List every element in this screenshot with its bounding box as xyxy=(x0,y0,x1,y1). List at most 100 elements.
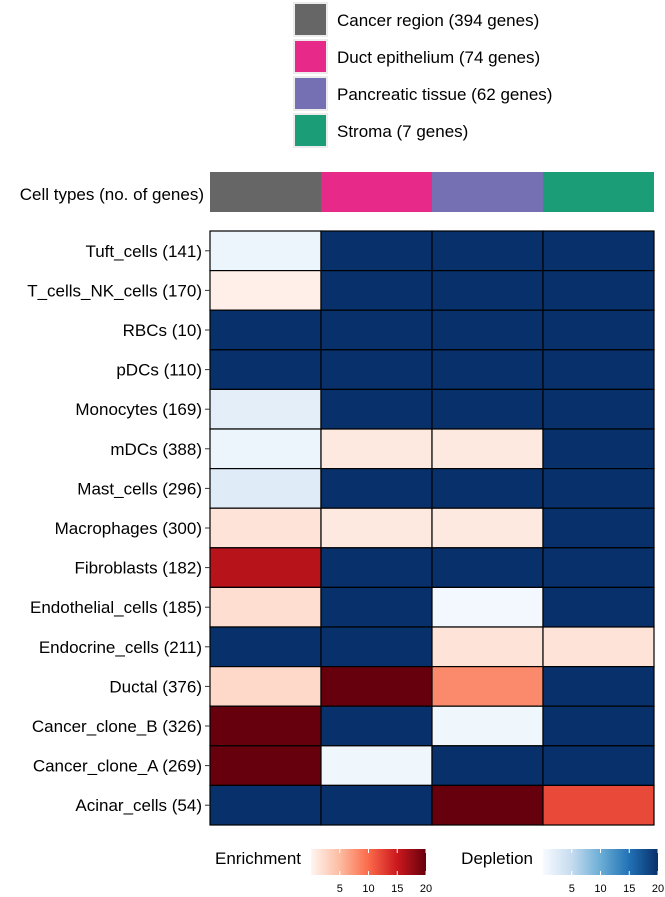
heatmap-cell xyxy=(431,705,544,747)
row-labels: Tuft_cells (141) T_cells_NK_cells (170) RB… xyxy=(27,242,210,815)
heatmap-cell xyxy=(431,626,544,668)
heatmap-cell xyxy=(320,547,433,588)
annotation-segment xyxy=(210,172,321,212)
legend-label: Pancreatic tissue (62 genes) xyxy=(337,85,552,104)
heatmap-cell xyxy=(209,349,322,390)
heatmap-cell xyxy=(542,547,655,588)
legend-swatch xyxy=(295,78,326,109)
heatmap-cell xyxy=(320,309,433,351)
heatmap-cell xyxy=(320,705,433,747)
row-label: T_cells_NK_cells (170) xyxy=(27,281,202,300)
column-header-label: Cell types (no. of genes) xyxy=(20,185,204,204)
legend-label: Duct epithelium (74 genes) xyxy=(337,48,540,67)
heatmap-cell xyxy=(542,270,655,311)
heatmap-cell xyxy=(542,784,655,826)
row-label: pDCs (110) xyxy=(116,361,202,380)
heatmap-cell xyxy=(209,230,322,272)
heatmap-cell xyxy=(542,230,655,272)
row-label: Endothelial_cells (185) xyxy=(30,598,202,617)
heatmap-cell xyxy=(431,468,544,509)
row-label: Acinar_cells (54) xyxy=(75,796,202,815)
heatmap-cell xyxy=(431,665,544,707)
heatmap-cell xyxy=(542,468,655,509)
heatmap-cell xyxy=(209,270,322,311)
color-legend-tick-label: 5 xyxy=(569,883,575,895)
legend-swatch xyxy=(295,115,326,146)
heatmap-cell xyxy=(209,388,322,430)
color-legend-bar xyxy=(311,849,426,875)
heatmap-cell xyxy=(542,665,655,707)
color-legend-tick-label: 20 xyxy=(420,883,432,895)
heatmap-cell xyxy=(209,784,322,826)
heatmap-cell xyxy=(431,428,544,470)
heatmap-cell xyxy=(320,626,433,668)
row-label: Fibroblasts (182) xyxy=(74,559,202,578)
heatmap-cell xyxy=(431,745,544,786)
heatmap-cell xyxy=(542,586,655,628)
heatmap-cell xyxy=(542,626,655,668)
heatmap-cell xyxy=(431,230,544,272)
column-category-legend: Cancer region (394 genes) Duct epithelium… xyxy=(293,2,552,148)
heatmap-cell xyxy=(209,705,322,747)
heatmap-cell xyxy=(320,349,433,390)
heatmap-cell xyxy=(209,626,322,668)
color-legend-tick-label: 15 xyxy=(623,883,635,895)
legend-label: Cancer region (394 genes) xyxy=(337,11,539,30)
heatmap-cell xyxy=(209,507,322,549)
heatmap-cell xyxy=(542,745,655,786)
heatmap-cell xyxy=(209,468,322,509)
row-label: mDCs (388) xyxy=(110,440,202,459)
heatmap-cell xyxy=(320,270,433,311)
heatmap-cell xyxy=(209,547,322,588)
color-legend-tick-label: 20 xyxy=(652,883,664,895)
row-label: Monocytes (169) xyxy=(75,400,202,419)
color-legend-bar xyxy=(543,849,658,875)
heatmap-cell xyxy=(542,309,655,351)
heatmap-cell xyxy=(320,388,433,430)
heatmap-cell xyxy=(431,784,544,826)
color-legend-title: Enrichment xyxy=(215,849,301,868)
column-annotation-bar xyxy=(210,172,654,212)
heatmap-cell xyxy=(320,468,433,509)
row-label: Mast_cells (296) xyxy=(77,479,202,498)
heatmap-cell xyxy=(542,428,655,470)
legend-swatch xyxy=(295,4,326,35)
heatmap-cell xyxy=(431,388,544,430)
heatmap-cell xyxy=(431,349,544,390)
row-label: Endocrine_cells (211) xyxy=(39,638,202,657)
legend-swatch xyxy=(295,41,326,72)
heatmap-cell xyxy=(320,784,433,826)
row-label: Cancer_clone_B (326) xyxy=(32,717,202,736)
heatmap-cell xyxy=(320,428,433,470)
heatmap-cell xyxy=(542,349,655,390)
color-scale-legends: Enrichment 5 10 15 20 Depletion 5 10 15 20 xyxy=(215,849,664,895)
heatmap-cell xyxy=(542,388,655,430)
row-label: RBCs (10) xyxy=(123,321,202,340)
row-label: Tuft_cells (141) xyxy=(85,242,202,261)
heatmap-cell xyxy=(320,507,433,549)
heatmap-cell xyxy=(209,428,322,470)
heatmap-cell xyxy=(209,745,322,786)
heatmap-cell xyxy=(431,507,544,549)
heatmap-cell xyxy=(209,309,322,351)
heatmap-cell xyxy=(209,665,322,707)
heatmap-cell xyxy=(320,665,433,707)
annotation-segment xyxy=(432,172,543,212)
color-legend-tick-label: 5 xyxy=(337,883,343,895)
heatmap-cell xyxy=(320,745,433,786)
heatmap-cell xyxy=(209,586,322,628)
row-label: Cancer_clone_A (269) xyxy=(33,757,202,776)
heatmap-cell xyxy=(542,705,655,747)
annotation-segment xyxy=(543,172,654,212)
heatmap-cell xyxy=(320,586,433,628)
heatmap-cell xyxy=(542,507,655,549)
heatmap-cell xyxy=(431,586,544,628)
color-legend-tick-label: 10 xyxy=(594,883,606,895)
row-label: Ductal (376) xyxy=(109,677,202,696)
legend-label: Stroma (7 genes) xyxy=(337,122,468,141)
color-legend-tick-label: 15 xyxy=(391,883,403,895)
annotation-segment xyxy=(321,172,432,212)
heatmap-cells xyxy=(209,230,655,826)
row-label: Macrophages (300) xyxy=(55,519,202,538)
